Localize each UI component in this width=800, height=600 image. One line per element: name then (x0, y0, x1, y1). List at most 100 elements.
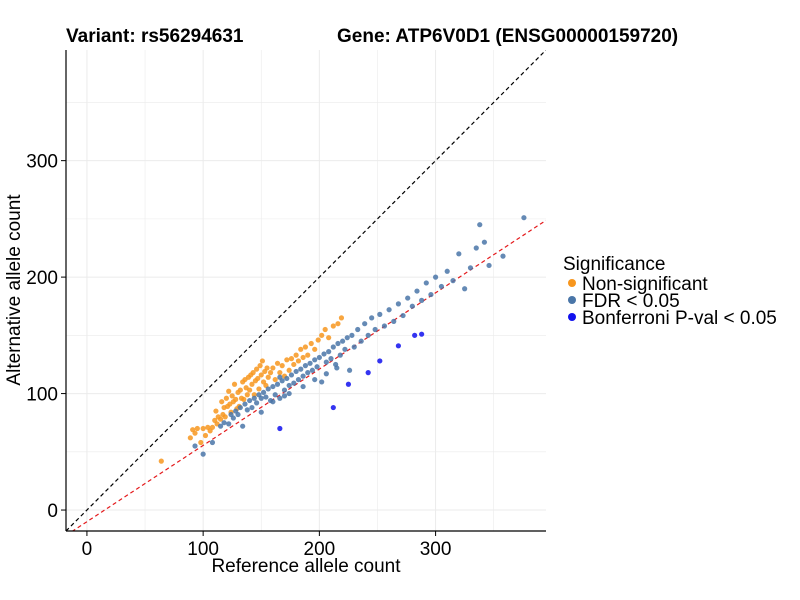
point-non-significant (259, 358, 266, 364)
point-fdr-0-05 (314, 364, 320, 370)
point-fdr-0-05 (260, 389, 267, 396)
point-bonferroni-p-val-0-05 (395, 343, 401, 349)
x-tick-label: 100 (187, 539, 219, 560)
legend-title: Significance (563, 254, 665, 275)
point-fdr-0-05 (249, 404, 255, 411)
point-non-significant (187, 435, 193, 441)
point-non-significant (237, 387, 243, 393)
point-fdr-0-05 (344, 335, 350, 341)
point-fdr-0-05 (284, 375, 290, 382)
point-fdr-0-05 (254, 400, 260, 406)
point-fdr-0-05 (230, 415, 236, 421)
point-fdr-0-05 (409, 303, 415, 309)
axis-ticks: 0 100 200 300 0 100 200 300 (26, 152, 451, 560)
point-fdr-0-05 (321, 351, 327, 357)
legend-label-fdr: FDR < 0.05 (582, 291, 680, 312)
point-fdr-0-05 (500, 253, 506, 259)
point-fdr-0-05 (258, 395, 264, 401)
legend-label-bonferroni: Bonferroni P-val < 0.05 (582, 308, 777, 329)
point-fdr-0-05 (237, 404, 243, 411)
x-tick-label: 200 (304, 539, 336, 560)
point-non-significant (315, 337, 321, 343)
point-non-significant (249, 381, 255, 387)
point-fdr-0-05 (295, 376, 302, 383)
point-fdr-0-05 (251, 395, 257, 401)
point-fdr-0-05 (473, 245, 479, 251)
point-fdr-0-05 (349, 332, 355, 338)
point-fdr-0-05 (200, 451, 206, 457)
point-fdr-0-05 (217, 423, 224, 429)
point-non-significant (226, 388, 232, 394)
point-fdr-0-05 (307, 360, 313, 366)
point-fdr-0-05 (395, 301, 401, 307)
point-fdr-0-05 (258, 409, 264, 415)
point-fdr-0-05 (477, 222, 483, 228)
legend-key-bonferroni (568, 313, 576, 321)
point-fdr-0-05 (462, 286, 468, 292)
point-non-significant (250, 370, 256, 376)
point-fdr-0-05 (428, 291, 434, 298)
point-fdr-0-05 (369, 315, 375, 321)
point-non-significant (256, 386, 262, 392)
gridlines (66, 50, 546, 531)
point-bonferroni-p-val-0-05 (345, 381, 352, 387)
legend-key-fdr (568, 296, 576, 304)
point-fdr-0-05 (323, 371, 329, 377)
point-fdr-0-05 (274, 381, 281, 387)
point-non-significant (241, 396, 247, 402)
y-tick-label: 200 (26, 268, 58, 289)
y-tick-label: 0 (47, 501, 58, 522)
point-non-significant (338, 315, 345, 321)
point-fdr-0-05 (438, 283, 444, 290)
point-fdr-0-05 (381, 323, 388, 329)
point-non-significant (305, 352, 311, 358)
point-non-significant (295, 358, 302, 364)
point-non-significant (223, 395, 229, 401)
point-non-significant (247, 387, 253, 393)
point-fdr-0-05 (337, 352, 343, 358)
point-fdr-0-05 (263, 394, 269, 400)
point-non-significant (312, 346, 318, 352)
point-non-significant (217, 416, 224, 422)
point-fdr-0-05 (319, 379, 325, 385)
point-fdr-0-05 (265, 386, 271, 392)
point-fdr-0-05 (328, 356, 334, 362)
legend-label-non-significant: Non-significant (582, 274, 708, 295)
point-fdr-0-05 (209, 439, 216, 446)
point-non-significant (229, 393, 235, 399)
point-fdr-0-05 (400, 312, 406, 319)
point-non-significant (257, 363, 263, 369)
reference-lines (66, 50, 546, 531)
point-non-significant (219, 399, 225, 405)
point-non-significant (213, 408, 219, 414)
point-fdr-0-05 (358, 338, 364, 344)
point-fdr-0-05 (377, 311, 383, 317)
point-non-significant (265, 374, 271, 380)
point-non-significant (277, 370, 283, 376)
point-fdr-0-05 (270, 383, 276, 390)
point-non-significant (254, 366, 260, 372)
point-fdr-0-05 (316, 354, 322, 361)
point-fdr-0-05 (405, 295, 411, 301)
point-fdr-0-05 (312, 357, 318, 363)
point-fdr-0-05 (312, 376, 318, 383)
legend: Significance Non-significant FDR < 0.05 … (563, 254, 777, 329)
point-fdr-0-05 (372, 326, 378, 333)
point-fdr-0-05 (272, 392, 278, 398)
point-non-significant (231, 381, 238, 387)
point-fdr-0-05 (305, 370, 311, 376)
identity-line (66, 50, 546, 531)
point-non-significant (322, 326, 328, 333)
point-fdr-0-05 (298, 366, 304, 372)
point-non-significant (272, 376, 278, 383)
point-fdr-0-05 (286, 390, 292, 397)
point-fdr-0-05 (240, 423, 246, 429)
point-non-significant (158, 458, 164, 464)
point-fdr-0-05 (226, 421, 232, 427)
point-bonferroni-p-val-0-05 (377, 358, 383, 364)
point-fdr-0-05 (414, 288, 420, 294)
point-bonferroni-p-val-0-05 (330, 404, 336, 411)
point-fdr-0-05 (323, 359, 329, 365)
point-non-significant (319, 332, 325, 338)
point-non-significant (233, 396, 239, 402)
